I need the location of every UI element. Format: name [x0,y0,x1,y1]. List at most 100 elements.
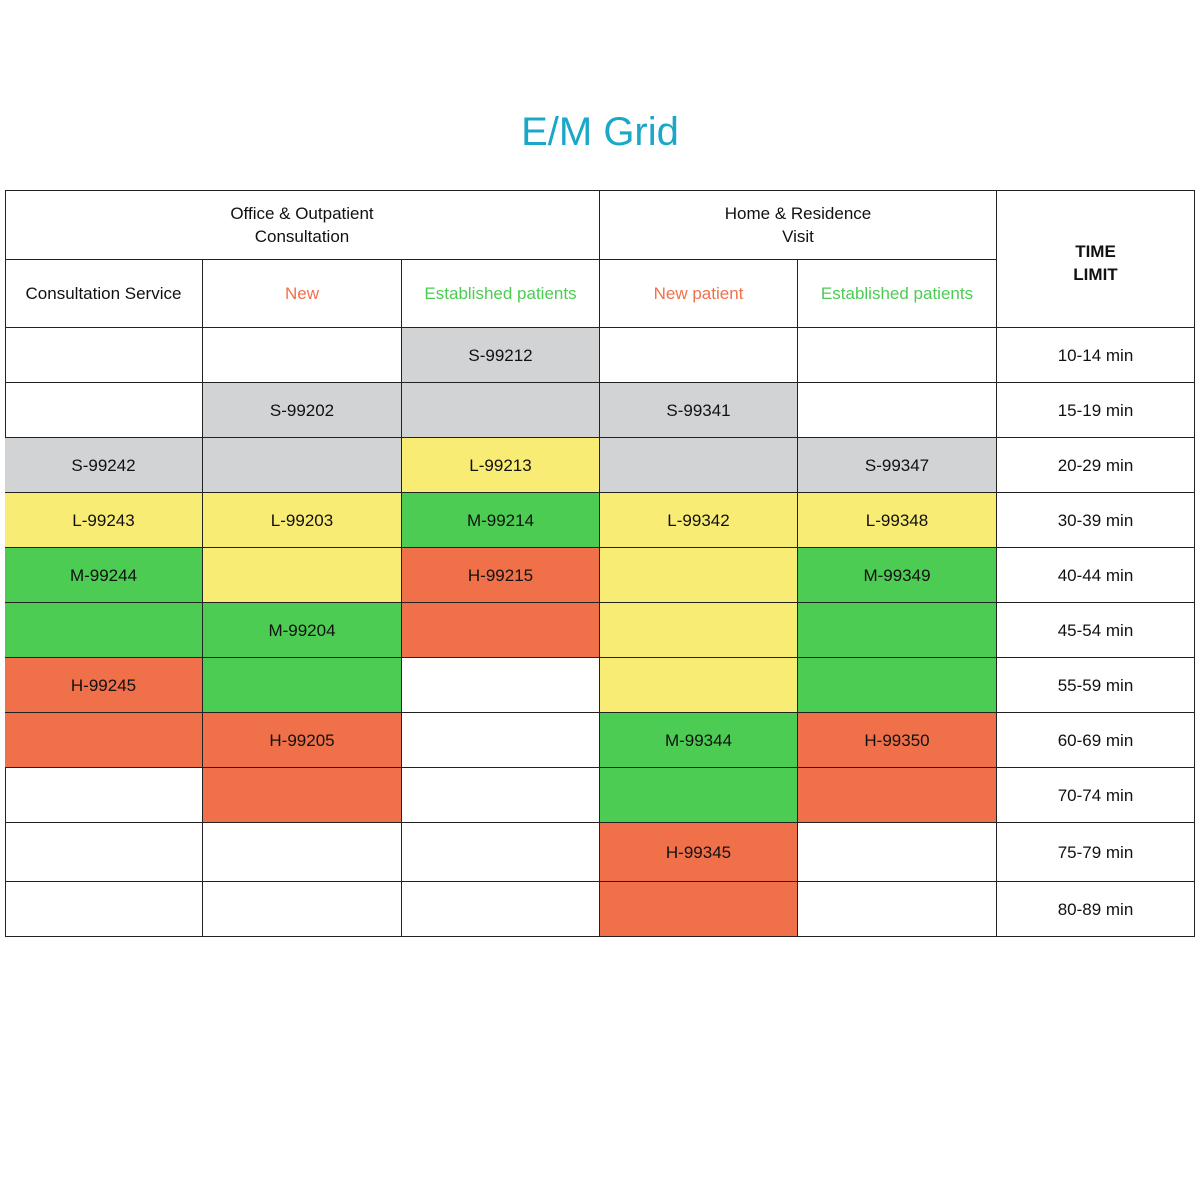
cpt-code: S-99242 [71,455,136,475]
grid-cell: S-99341 [600,383,798,438]
grid-cell: S-99212 [402,328,600,383]
cpt-code: M-99204 [268,620,336,640]
grid-cell [798,603,997,658]
time-cell: 30-39 min [997,493,1195,548]
cpt-code: S-99341 [666,400,731,420]
time-cell: 75-79 min [997,823,1195,882]
grid-cell [5,328,203,383]
column-header: New patient [600,260,798,328]
cpt-code: M-99214 [466,510,535,530]
cpt-code: S-99212 [468,345,533,365]
time-limit: 60-69 min [1057,730,1134,750]
grid-cell [798,882,997,937]
grid-cell [402,603,600,658]
grid-cell [203,823,402,882]
time-cell: 45-54 min [997,603,1195,658]
grid-cell [402,658,600,713]
cpt-code: S-99202 [269,400,335,420]
cpt-code: L-99243 [72,510,135,530]
grid-cell: M-99349 [798,548,997,603]
cpt-code: H-99345 [665,842,732,862]
time-limit: 45-54 min [1057,620,1134,640]
grid-cell: H-99345 [600,823,798,882]
cpt-code: M-99349 [863,565,931,585]
time-limit: 80-89 min [1057,899,1134,919]
grid-cell [798,658,997,713]
grid-cell [203,438,402,493]
column-header: Consultation Service [5,260,203,328]
time-limit: 30-39 min [1057,510,1134,530]
grid-cell: S-99242 [5,438,203,493]
grid-cell: H-99205 [203,713,402,768]
grid-cell [402,823,600,882]
cpt-code: S-99347 [864,455,930,475]
time-limit: 55-59 min [1057,675,1134,695]
column-header: New [203,260,402,328]
cpt-code: L-99348 [865,510,929,530]
grid-cell [600,438,798,493]
time-limit: 15-19 min [1057,400,1134,420]
grid-cell [5,713,203,768]
time-cell: 20-29 min [997,438,1195,493]
column-header: Established patients [798,260,997,328]
time-limit: 20-29 min [1057,455,1134,475]
time-cell: 15-19 min [997,383,1195,438]
time-header-line: TIME [1075,242,1116,261]
grid-cell [600,768,798,823]
column-header: Established patients [402,260,600,328]
group-header: Office & Outpatient Consultation [5,190,600,260]
grid-cell: L-99243 [5,493,203,548]
time-limit: 75-79 min [1057,842,1134,862]
grid-cell [798,383,997,438]
time-cell: 70-74 min [997,768,1195,823]
grid-cell [203,328,402,383]
group-header-line: Office & Outpatient [230,203,374,223]
cpt-code: M-99244 [69,565,138,585]
grid-cell [5,383,203,438]
grid-cell: M-99214 [402,493,600,548]
group-header-line: Consultation [254,226,350,246]
cpt-code: H-99350 [864,730,930,750]
grid-cell [402,713,600,768]
grid-cell: H-99215 [402,548,600,603]
time-header: TIME LIMIT [997,190,1195,328]
time-header-line: LIMIT [1073,265,1118,284]
grid-cell [5,603,203,658]
grid-cell: M-99204 [203,603,402,658]
grid-cell [203,882,402,937]
time-cell: 40-44 min [997,548,1195,603]
group-header: Home & Residence Visit [600,190,997,260]
cpt-code: H-99205 [269,730,335,750]
grid-cell [5,823,203,882]
cpt-code: H-99215 [467,565,534,585]
time-cell: 60-69 min [997,713,1195,768]
grid-cell [798,768,997,823]
cpt-code: H-99245 [70,675,137,695]
grid-cell: S-99202 [203,383,402,438]
time-limit: 70-74 min [1057,785,1134,805]
time-cell: 80-89 min [997,882,1195,937]
grid-cell: M-99244 [5,548,203,603]
grid-cell: L-99342 [600,493,798,548]
grid-cell [600,548,798,603]
column-header-text: Consultation Service [25,284,182,303]
group-header-line: Home & Residence [724,203,872,223]
time-limit: 40-44 min [1057,565,1134,585]
grid-cell: L-99213 [402,438,600,493]
grid-cell: L-99348 [798,493,997,548]
grid-cell [203,658,402,713]
column-header-text: Established patients [820,284,974,303]
grid-cell [5,768,203,823]
grid-cell [402,383,600,438]
time-cell: 55-59 min [997,658,1195,713]
grid-cell [5,882,203,937]
column-header-text: New [284,284,319,303]
column-header-text: Established patients [424,284,577,303]
time-limit: 10-14 min [1057,345,1134,365]
grid-cell [600,603,798,658]
grid-cell [600,882,798,937]
time-cell: 10-14 min [997,328,1195,383]
grid-cell: H-99245 [5,658,203,713]
cpt-code: L-99342 [667,510,730,530]
